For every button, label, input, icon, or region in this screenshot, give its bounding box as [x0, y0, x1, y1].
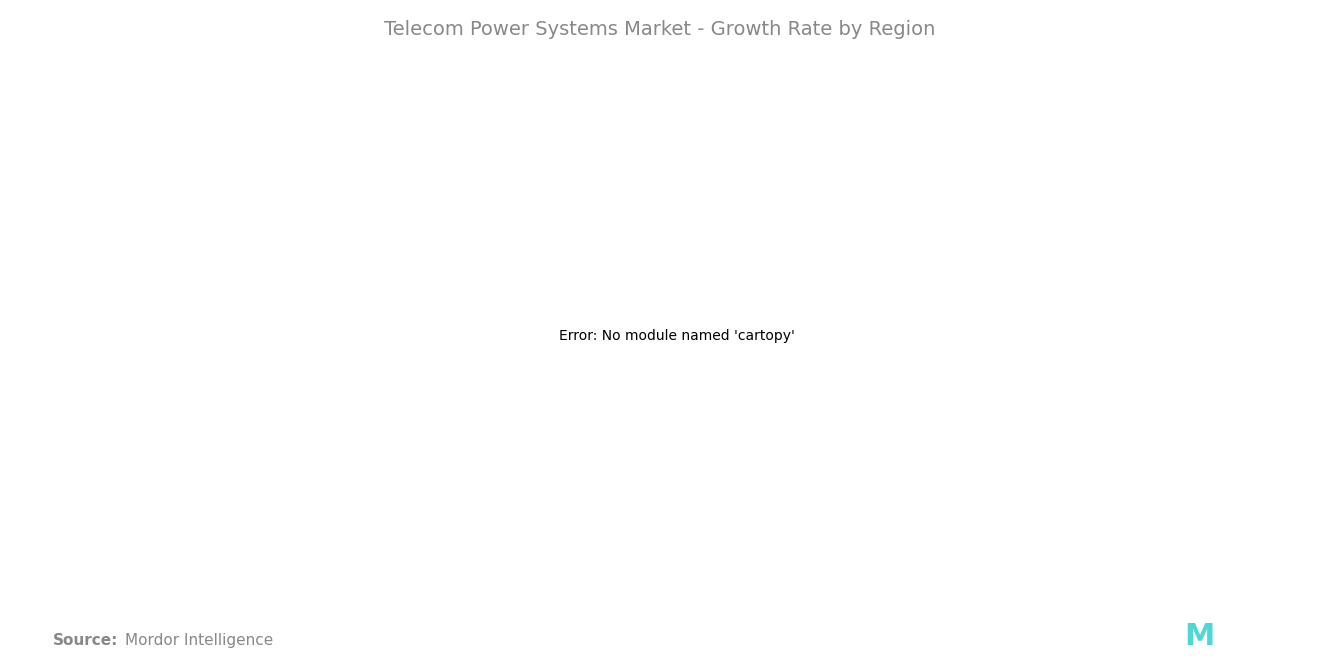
Text: Mordor Intelligence: Mordor Intelligence: [125, 633, 273, 648]
Text: Source:: Source:: [53, 633, 119, 648]
Text: Error: No module named 'cartopy': Error: No module named 'cartopy': [558, 329, 795, 343]
Text: Telecom Power Systems Market - Growth Rate by Region: Telecom Power Systems Market - Growth Ra…: [384, 20, 936, 39]
Text: N: N: [1250, 622, 1275, 651]
Text: M: M: [1184, 622, 1214, 651]
